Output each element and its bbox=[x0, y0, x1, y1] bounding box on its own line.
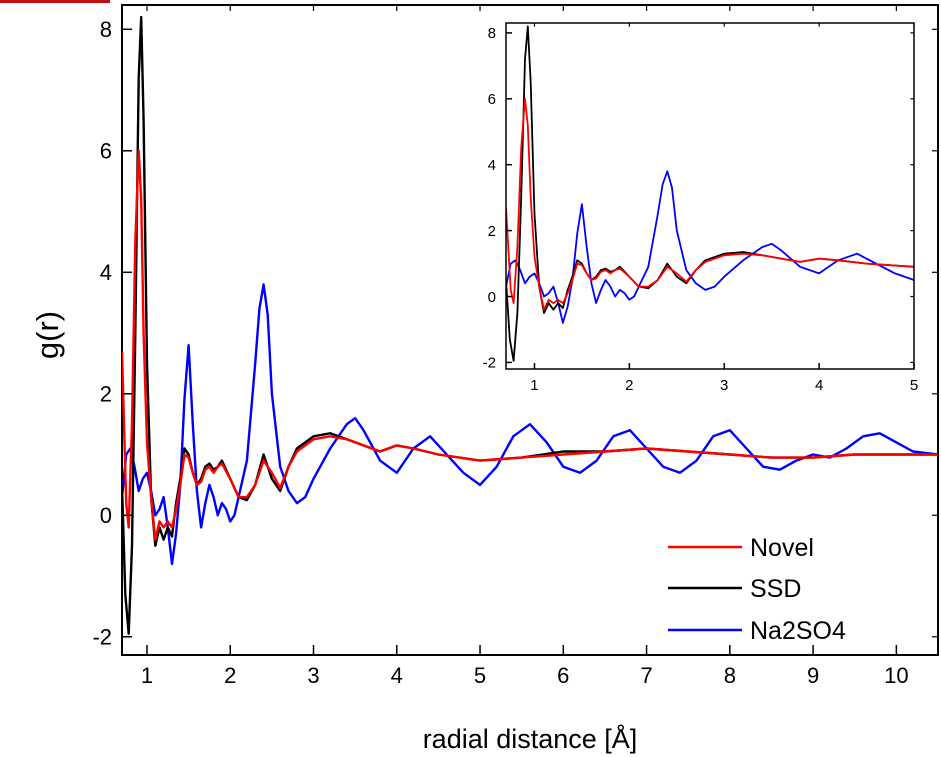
series-line-na2so4 bbox=[506, 170, 914, 324]
y-tick-label: 8 bbox=[488, 25, 496, 42]
y-tick-label: 0 bbox=[488, 289, 496, 306]
series-line-novel bbox=[122, 149, 938, 541]
main-series-layer bbox=[122, 15, 938, 635]
y-axis-label: g(r) bbox=[30, 311, 65, 359]
x-tick-label: 7 bbox=[640, 663, 652, 688]
legend-label-ssd: SSD bbox=[750, 575, 801, 603]
legend: Novel SSD Na2SO4 bbox=[668, 534, 846, 645]
x-tick-label: 3 bbox=[720, 377, 728, 394]
y-tick-label: -2 bbox=[92, 624, 112, 649]
x-tick-label: 5 bbox=[910, 377, 918, 394]
x-tick-label: 2 bbox=[625, 377, 633, 394]
series-line-novel bbox=[506, 97, 914, 311]
x-axis-label: radial distance [Å] bbox=[423, 723, 638, 754]
main-x-ticks: 1 2 3 4 5 6 7 8 9 10 bbox=[141, 5, 909, 688]
inset-plot-background bbox=[506, 23, 914, 369]
x-tick-label: 2 bbox=[224, 663, 236, 688]
inset-y-ticks: -2 0 2 4 6 8 bbox=[483, 25, 914, 372]
legend-label-na2so4: Na2SO4 bbox=[750, 617, 846, 645]
x-tick-label: 4 bbox=[815, 377, 823, 394]
x-tick-label: 3 bbox=[307, 663, 319, 688]
inset-plot-frame bbox=[505, 22, 915, 370]
series-line-na2so4 bbox=[122, 283, 938, 566]
y-tick-label: -2 bbox=[483, 355, 496, 372]
x-tick-label: 1 bbox=[141, 663, 153, 688]
inset-plot: 1 2 3 4 5 -2 0 2 4 6 8 bbox=[483, 22, 918, 394]
x-tick-label: 4 bbox=[391, 663, 403, 688]
x-tick-label: 6 bbox=[557, 663, 569, 688]
main-plot-frame bbox=[121, 4, 939, 656]
y-tick-label: 4 bbox=[100, 260, 112, 285]
x-tick-label: 1 bbox=[530, 377, 538, 394]
y-tick-label: 2 bbox=[488, 223, 496, 240]
y-tick-label: 0 bbox=[100, 503, 112, 528]
legend-label-novel: Novel bbox=[750, 534, 814, 562]
y-tick-label: 2 bbox=[100, 381, 112, 406]
y-tick-label: 4 bbox=[488, 157, 496, 174]
x-tick-label: 5 bbox=[474, 663, 486, 688]
inset-series-layer bbox=[506, 25, 914, 362]
x-tick-label: 9 bbox=[807, 663, 819, 688]
top-edge-strip bbox=[0, 0, 110, 3]
x-tick-label: 8 bbox=[724, 663, 736, 688]
x-tick-label: 10 bbox=[884, 663, 908, 688]
inset-x-ticks: 1 2 3 4 5 bbox=[530, 23, 918, 394]
y-tick-label: 6 bbox=[488, 91, 496, 108]
y-tick-label: 8 bbox=[100, 17, 112, 42]
main-y-ticks: -2 0 2 4 6 8 bbox=[92, 17, 938, 649]
y-tick-label: 6 bbox=[100, 138, 112, 163]
